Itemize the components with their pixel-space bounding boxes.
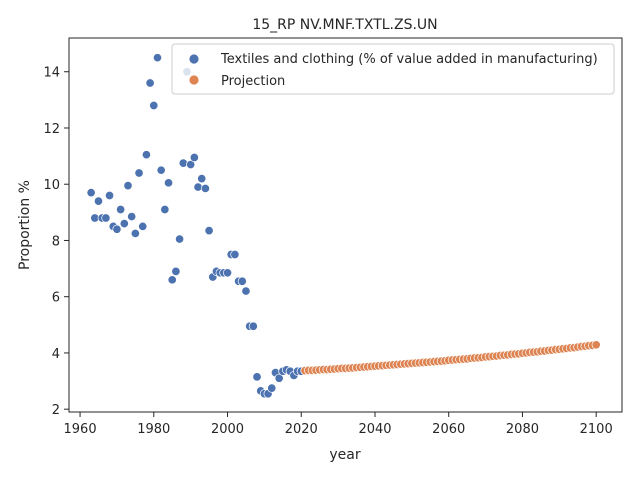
point-observed	[119, 219, 129, 229]
point-observed	[86, 188, 96, 198]
plot-frame	[68, 37, 623, 413]
axes	[68, 37, 623, 413]
legend-label-projection: Projection	[221, 74, 285, 89]
point-observed	[116, 204, 126, 215]
point-observed	[93, 196, 104, 206]
plot-area	[86, 53, 601, 399]
x-axis-title: year	[329, 447, 360, 463]
x-axis: 1960 1980 2000 2020 2040 2060 2080 2100	[64, 412, 613, 437]
point-observed	[241, 286, 251, 296]
point-observed	[186, 159, 196, 170]
y-tick-label: 10	[43, 178, 60, 193]
chart-title: 15_RP NV.MNF.TXTL.ZS.UN	[252, 17, 437, 33]
point-observed	[123, 181, 133, 191]
x-tick-label: 1980	[137, 422, 170, 437]
point-observed	[141, 150, 151, 160]
point-observed	[248, 321, 258, 331]
x-tick-label: 1960	[64, 422, 97, 437]
point-observed	[178, 158, 188, 168]
point-observed	[193, 182, 203, 192]
point-observed	[105, 190, 115, 201]
point-observed	[204, 226, 214, 236]
y-axis: 2 4 6 8 10 12 14	[43, 66, 69, 418]
point-observed	[267, 383, 277, 393]
y-tick-label: 12	[43, 122, 60, 137]
point-observed	[252, 372, 262, 382]
y-axis-title: Proportion %	[17, 180, 33, 270]
point-observed	[222, 268, 233, 278]
point-observed	[160, 204, 170, 215]
x-tick-label: 2060	[432, 422, 465, 437]
point-observed	[152, 53, 163, 63]
point-observed	[134, 168, 144, 178]
point-observed	[167, 275, 177, 285]
point-observed	[197, 174, 207, 184]
point-observed	[112, 224, 122, 234]
point-observed	[149, 100, 159, 111]
point-observed	[175, 234, 185, 244]
legend-marker-projection	[188, 74, 200, 86]
y-tick-label: 2	[52, 403, 60, 418]
y-tick-label: 8	[52, 234, 60, 249]
point-observed	[163, 178, 174, 188]
x-tick-label: 2020	[285, 422, 318, 437]
x-tick-label: 2080	[506, 422, 539, 437]
point-observed	[230, 249, 240, 260]
point-observed	[138, 221, 148, 231]
point-observed	[130, 228, 140, 238]
legend-marker-observed	[188, 53, 200, 65]
legend: Textiles and clothing (% of value added …	[171, 43, 615, 95]
x-tick-label: 2000	[211, 422, 244, 437]
point-observed	[145, 78, 155, 88]
y-tick-label: 4	[52, 347, 60, 362]
y-tick-label: 6	[52, 291, 60, 306]
legend-label-observed: Textiles and clothing (% of value added …	[220, 52, 598, 67]
point-observed	[200, 183, 210, 193]
x-tick-label: 2040	[358, 422, 391, 437]
point-observed	[274, 373, 284, 383]
y-tick-label: 14	[43, 66, 60, 81]
point-observed	[171, 266, 181, 276]
point-projection	[591, 340, 601, 350]
legend-box	[171, 43, 615, 95]
point-observed	[237, 276, 247, 286]
point-observed	[127, 212, 137, 222]
point-observed	[156, 165, 166, 175]
point-observed	[101, 213, 111, 223]
point-observed	[189, 152, 199, 163]
x-tick-label: 2100	[580, 422, 613, 437]
